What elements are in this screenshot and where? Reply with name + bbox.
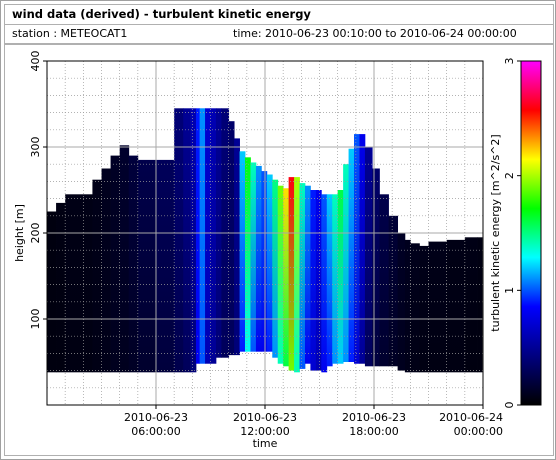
x-axis-label: time xyxy=(253,437,278,450)
x-tick-label: 2010-06-24 xyxy=(439,411,503,424)
info-bar: station : METEOCAT1 time: 2010-06-23 00:… xyxy=(4,24,554,44)
heatmap-cell xyxy=(326,194,333,367)
heatmap-cell xyxy=(310,190,317,371)
y-tick-label: 400 xyxy=(29,51,42,72)
heatmap-cell xyxy=(210,108,217,364)
heatmap-cell xyxy=(228,121,235,356)
heatmap-cell xyxy=(299,183,306,369)
heatmap-cell xyxy=(343,164,349,362)
heatmap-cell xyxy=(174,108,184,373)
heatmap-cell xyxy=(315,190,322,371)
heatmap-cell xyxy=(47,211,57,373)
heatmap-cell xyxy=(321,194,328,373)
heatmap-cell xyxy=(288,177,295,371)
heatmap-cell xyxy=(272,179,279,358)
heatmap-cell xyxy=(65,194,93,373)
heatmap-cell xyxy=(266,174,273,352)
colorbar-tick-label: 1 xyxy=(503,287,516,294)
heatmap-cell xyxy=(110,155,121,373)
x-tick-label: 2010-06-23 xyxy=(342,411,406,424)
heatmap-cell xyxy=(419,245,429,373)
x-tick-label: 2010-06-23 xyxy=(233,411,297,424)
colorbar xyxy=(520,60,542,406)
heatmap-cell xyxy=(205,108,211,364)
heatmap-cell xyxy=(183,108,191,373)
heatmap-cell xyxy=(364,147,373,367)
y-tick-label: 100 xyxy=(29,309,42,330)
x-tick-label: 12:00:00 xyxy=(240,425,289,438)
y-tick-label: 200 xyxy=(29,223,42,244)
heatmap-cell xyxy=(190,108,197,373)
heatmap-cell xyxy=(428,241,448,373)
heatmap-cell xyxy=(250,162,257,352)
heatmap-cell xyxy=(354,134,360,364)
y-axis-label: height [m] xyxy=(13,204,26,262)
heatmap-cell xyxy=(199,108,206,364)
heatmap-cell xyxy=(332,194,339,364)
heatmap-cell xyxy=(101,168,111,373)
heatmap-cell xyxy=(348,148,355,362)
heatmap-cell xyxy=(234,138,240,356)
heatmap-cell xyxy=(255,165,262,352)
x-tick-label: 18:00:00 xyxy=(349,425,398,438)
heatmap-cell xyxy=(477,237,483,373)
plot-panel: 100 200 300 400 height [m] 2010-06-23 06:00:00… xyxy=(4,44,554,456)
heatmap-cell xyxy=(283,188,290,367)
heatmap-cell xyxy=(359,134,366,364)
title-bar: wind data (derived) - turbulent kinetic … xyxy=(4,4,554,25)
time-range-label: time: 2010-06-23 00:10:00 to 2010-06-24 … xyxy=(233,27,517,40)
heatmap-cell xyxy=(261,171,268,352)
x-tick-label: 00:00:00 xyxy=(454,425,503,438)
heatmap-cell xyxy=(404,239,411,373)
colorbar-tick-label: 0 xyxy=(503,402,516,409)
heatmap-cell xyxy=(92,179,102,373)
heatmap-cell xyxy=(239,151,246,352)
heatmap-cell xyxy=(410,243,420,373)
heatmap-cell xyxy=(156,159,175,373)
heatmap-cell xyxy=(337,190,344,364)
heatmap-cell xyxy=(119,145,130,373)
heatmap-cell xyxy=(372,168,380,367)
x-tick-label: 06:00:00 xyxy=(131,425,180,438)
heatmap-cell xyxy=(56,202,66,373)
heatmap-cell xyxy=(128,155,139,373)
heatmap-cell xyxy=(464,237,478,373)
heatmap-cell xyxy=(137,159,157,373)
heatmap-cell xyxy=(277,185,284,364)
heatmap-cell xyxy=(294,177,300,373)
heatmap-cell xyxy=(195,108,200,364)
heatmap-cell xyxy=(245,157,251,352)
colorbar-tick-label: 3 xyxy=(503,58,516,65)
colorbar-label: turbulent kinetic energy [m^2/s^2] xyxy=(489,134,502,331)
colorbar-tick-label: 2 xyxy=(503,172,516,179)
x-tick-label: 2010-06-23 xyxy=(124,411,188,424)
heatmap-cell xyxy=(304,185,311,364)
heatmap-cell xyxy=(446,239,466,373)
heatmap-cell xyxy=(388,215,399,367)
y-tick-label: 300 xyxy=(29,137,42,158)
station-label: station : METEOCAT1 xyxy=(12,27,128,40)
heatmap-cell xyxy=(379,194,389,367)
chart-title: wind data (derived) - turbulent kinetic … xyxy=(12,7,311,21)
